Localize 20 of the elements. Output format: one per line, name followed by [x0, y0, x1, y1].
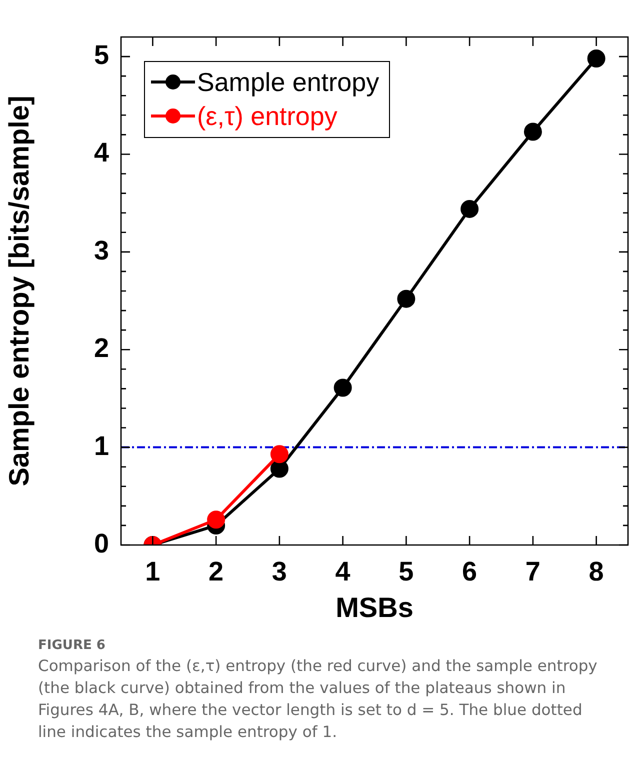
y-tick-label: 2	[94, 333, 109, 364]
x-tick-label: 2	[208, 556, 224, 587]
x-tick-label: 1	[145, 556, 160, 587]
legend-label: Sample entropy	[197, 66, 380, 99]
y-tick-label: 1	[94, 430, 109, 461]
x-tick-label: 7	[525, 556, 540, 587]
x-axis-title: MSBs	[336, 592, 414, 623]
y-tick-label: 3	[94, 235, 109, 266]
x-tick-label: 3	[272, 556, 287, 587]
x-tick-label: 4	[335, 556, 350, 587]
caption: FIGURE 6	[38, 638, 106, 653]
y-axis-title: Sample entropy [bits/sample]	[4, 96, 35, 486]
x-tick-label: 6	[462, 556, 478, 587]
x-tick-label: 8	[588, 556, 604, 587]
y-tick-label: 5	[94, 40, 109, 70]
y-tick-label: 4	[94, 138, 109, 168]
legend-label: (ε,τ) entropy	[197, 100, 338, 133]
x-tick-label: 5	[398, 556, 414, 587]
text: Comparison of the (ε,τ) entropy (the red curve) and the sample entropy (the black curve) obtained from the values of the plateaus shown in Figures 4A, B, where the vector length is set to d = 5. The blue dotted line indicates the sample entropy of 1.	[38, 656, 598, 743]
y-tick-label: 0	[94, 528, 109, 558]
